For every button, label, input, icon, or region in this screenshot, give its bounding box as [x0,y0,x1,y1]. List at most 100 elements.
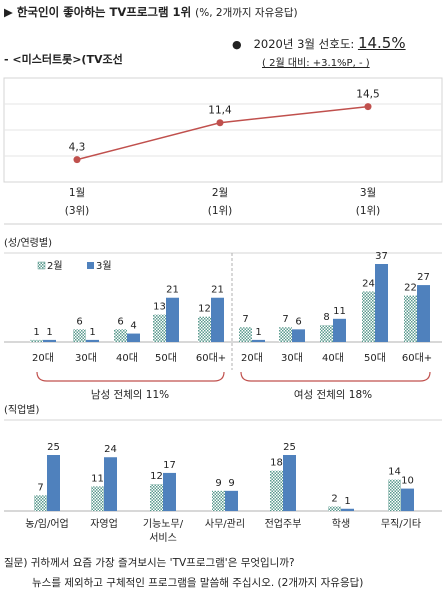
age-x-tick-7: 40대 [322,352,344,364]
job-label-feb-6: 14 [388,467,401,478]
rate-value: 14.5% [357,34,406,52]
job-label-mar-5: 1 [344,496,350,507]
age-x-tick-5: 20대 [241,352,263,364]
job-label-feb-5: 2 [331,494,337,505]
age-label-mar-8: 37 [375,251,388,262]
legend-swatch-feb [37,261,46,270]
line-point-1 [216,119,224,127]
age-label-mar-4: 21 [211,285,224,296]
job-x-tick-2: 기능노무/ [143,518,184,530]
age-x-tick-2: 40대 [116,352,138,364]
title-main: ▶ 한국인이 좋아하는 TV프로그램 1위 [4,5,192,19]
job-label-mar-3: 9 [228,478,234,489]
age-bar-mar-9 [417,285,430,342]
job-label-feb-4: 18 [270,458,283,469]
age-bar-feb-8 [362,291,375,342]
age-label-mar-0: 1 [46,327,52,338]
age-bar-mar-0 [43,339,56,342]
age-bar-feb-4 [198,316,211,342]
age-bar-feb-7 [320,325,333,342]
age-bar-feb-5 [239,327,252,342]
age-x-tick-4: 60대+ [196,352,226,364]
age-label-feb-7: 8 [323,312,329,323]
female-group-label: 여성 전체의 18% [294,389,372,401]
job-x-tick-2-line2: 서비스 [149,532,177,544]
age-label-mar-5: 1 [255,327,261,338]
job-bar-feb-2 [150,484,163,511]
job-label-mar-0: 25 [47,442,60,453]
line-x-tick-1: 2월 [212,187,228,199]
line-value-label-0: 4,3 [69,142,86,154]
age-x-tick-3: 50대 [155,352,177,364]
legend-label-feb: 2월 [47,260,63,272]
job-label-mar-4: 25 [283,442,296,453]
age-label-mar-9: 27 [417,272,430,283]
age-label-mar-3: 21 [166,285,179,296]
age-bar-feb-1 [73,329,86,342]
age-x-tick-6: 30대 [281,352,303,364]
age-x-tick-0: 20대 [32,352,54,364]
line-point-0 [73,156,81,164]
job-bar-mar-1 [104,457,117,511]
job-bar-feb-1 [91,486,104,511]
job-x-tick-6: 무직/기타 [381,518,421,530]
job-label-feb-3: 9 [215,478,221,489]
job-label-mar-1: 24 [104,444,117,455]
rate-label: 2020년 3월 선호도: [253,37,355,51]
age-bar-mar-4 [211,297,224,342]
line-x-sub-2: (1위) [356,204,381,217]
job-label-feb-2: 12 [150,471,163,482]
job-label-mar-6: 10 [401,476,414,487]
age-bar-mar-3 [166,297,179,342]
rate-change: ( 2월 대비: +3.1%P, - ) [262,58,370,69]
male-bracket [36,371,225,382]
age-bar-feb-3 [153,314,166,342]
age-label-feb-4: 12 [198,304,211,315]
job-bar-feb-6 [388,479,401,511]
job-bar-feb-5 [328,506,341,511]
line-value-label-1: 11,4 [208,105,232,117]
job-bar-mar-6 [401,488,414,511]
age-bar-feb-9 [404,295,417,342]
age-x-tick-1: 30대 [75,352,97,364]
line-x-tick-0: 1월 [69,187,85,199]
age-x-tick-9: 60대+ [402,352,432,364]
job-bar-mar-4 [283,455,296,511]
job-x-tick-0: 농/임/어업 [25,517,69,530]
bullet-icon: ● [232,38,242,51]
line-point-2 [364,103,372,111]
job-bar-mar-5 [341,508,354,511]
age-label-feb-0: 1 [33,327,39,338]
job-bar-mar-0 [47,455,60,511]
line-value-label-2: 14,5 [356,89,379,101]
age-label-mar-7: 11 [333,306,346,317]
program-name: - <미스터트롯>(TV조선 [4,53,123,66]
job-x-tick-3: 사무/관리 [205,518,245,530]
age-label-mar-6: 6 [295,316,301,327]
age-label-mar-2: 4 [130,321,136,332]
age-bar-feb-6 [279,327,292,342]
age-bar-mar-6 [292,329,305,342]
job-section-label: (직업별) [4,403,40,416]
age-label-feb-3: 13 [153,302,166,313]
age-bar-mar-2 [127,333,140,342]
legend-swatch-mar [87,262,94,269]
age-bar-feb-2 [114,329,127,342]
job-label-feb-1: 11 [91,473,104,484]
age-section-label: (성/연령별) [4,237,52,249]
question-line-2: 뉴스를 제외하고 구체적인 프로그램을 말씀해 주십시오. (2개까지 자유응답… [32,577,364,589]
job-x-tick-4: 전업주부 [265,517,302,530]
job-x-tick-1: 자영업 [90,517,118,530]
age-label-mar-1: 1 [89,327,95,338]
line-x-sub-1: (1위) [208,204,233,217]
job-bar-mar-2 [163,472,176,511]
job-bar-feb-4 [270,470,283,511]
page-title: ▶ 한국인이 좋아하는 TV프로그램 1위 (%, 2개까지 자유응답) [4,4,298,20]
job-bar-mar-3 [225,490,238,511]
age-bar-mar-1 [86,339,99,342]
female-bracket [240,371,431,382]
line-x-tick-2: 3월 [360,187,376,199]
age-bar-feb-0 [30,339,43,342]
age-label-feb-8: 24 [362,278,375,289]
